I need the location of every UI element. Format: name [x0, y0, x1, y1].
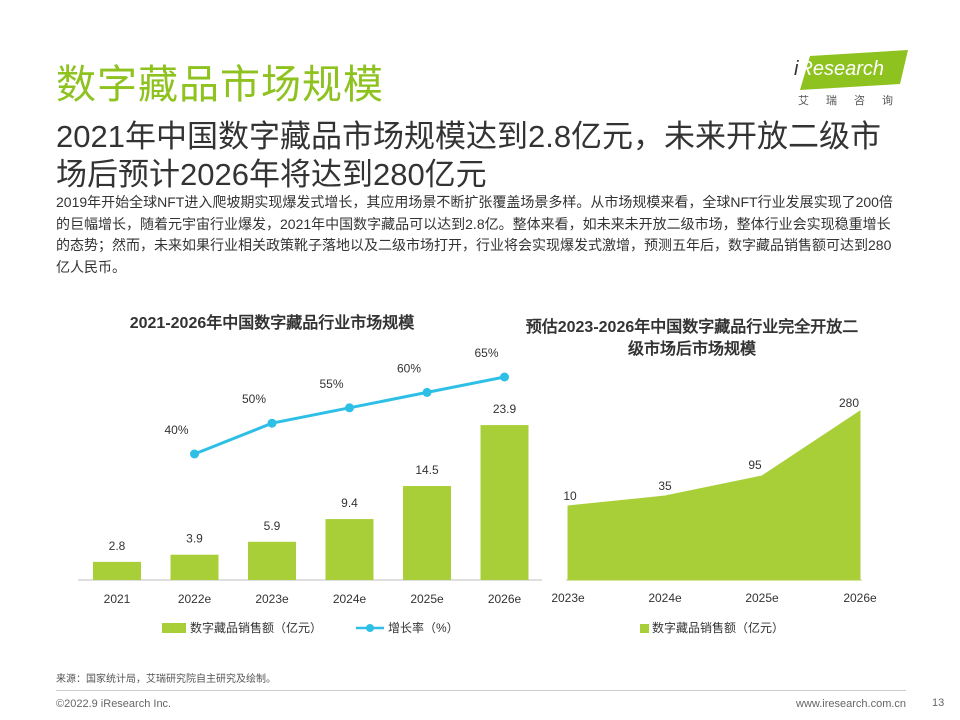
chart-1-legend-bar-label: 数字藏品销售额（亿元）	[190, 620, 322, 635]
bar-2024e	[325, 519, 374, 580]
footer-source: 来源：国家统计局，艾瑞研究院自主研究及绘制。	[56, 674, 276, 685]
area-label-2025e: 95	[748, 458, 762, 472]
chart-1-growth-line	[193, 375, 505, 456]
bar-2026e	[480, 425, 529, 580]
growth-label-2022e: 40%	[164, 423, 188, 437]
bar-label-2021: 2.8	[109, 539, 126, 553]
footer-divider	[56, 690, 906, 691]
x-tick-2025e: 2025e	[745, 591, 779, 605]
bar-label-2024e: 9.4	[341, 496, 358, 510]
x-tick-2023e: 2023e	[551, 591, 585, 605]
page-subtitle: 2021年中国数字藏品市场规模达到2.8亿元，未来开放二级市场后预计2026年将…	[56, 119, 882, 192]
page-description: 2019年开始全球NFT进入爬坡期实现爆发式增长，其应用场景不断扩张覆盖场景多样…	[56, 194, 893, 275]
chart-2-x-ticks: 2023e 2024e 2025e 2026e	[551, 591, 877, 605]
logo-shape	[800, 50, 908, 90]
chart-1-bar-labels: 2.8 3.9 5.9 9.4 14.5 23.9	[109, 402, 517, 553]
x-tick-2026e: 2026e	[488, 592, 522, 606]
chart-2-area	[567, 410, 861, 581]
growth-label-2023e: 50%	[242, 392, 266, 406]
logo-brand-i: i	[794, 58, 799, 80]
footer-page-number: 13	[932, 697, 945, 709]
bar-label-2026e: 23.9	[493, 402, 517, 416]
chart-1: 2021-2026年中国数字藏品行业市场规模 2.83.95.99.414.52…	[78, 313, 542, 635]
bar-label-2023e: 5.9	[264, 519, 281, 533]
x-tick-2024e: 2024e	[333, 592, 367, 606]
x-tick-2024e: 2024e	[648, 591, 682, 605]
area-label-2024e: 35	[658, 479, 672, 493]
x-tick-2023e: 2023e	[255, 592, 289, 606]
growth-point-2026e	[500, 372, 509, 382]
chart-1-legend-line-label: 增长率（%）	[388, 620, 459, 635]
chart-2-legend-label: 数字藏品销售额（亿元）	[652, 620, 784, 635]
growth-label-2024e: 55%	[319, 377, 343, 391]
chart-2-legend-swatch	[640, 624, 649, 633]
footer-url[interactable]: www.iresearch.com.cn	[796, 698, 907, 710]
chart-2-value-labels: 10 35 95 280	[563, 396, 859, 503]
logo-brand-rest: Research	[798, 58, 885, 80]
footer-copyright: ©2022.9 iResearch Inc.	[56, 698, 172, 710]
chart-2: 预估2023-2026年中国数字藏品行业完全开放二 级市场后市场规模 10 35 9…	[526, 317, 877, 635]
chart-1-growth-points	[190, 372, 509, 459]
x-tick-2025e: 2025e	[410, 592, 444, 606]
page-title: 数字藏品市场规模	[56, 63, 384, 107]
bar-2025e	[403, 486, 451, 580]
chart-1-bars	[93, 425, 529, 580]
chart-1-legend-bar-swatch	[162, 623, 186, 633]
growth-point-2022e	[190, 449, 199, 459]
chart-1-legend-line-marker	[366, 624, 374, 632]
x-tick-2026e: 2026e	[843, 591, 877, 605]
area-label-2026e: 280	[839, 396, 859, 410]
x-tick-2022e: 2022e	[178, 592, 212, 606]
chart-2-legend: 数字藏品销售额（亿元）	[640, 620, 784, 635]
growth-label-2025e: 60%	[397, 361, 421, 375]
chart-1-title: 2021-2026年中国数字藏品行业市场规模	[130, 313, 416, 332]
logo-wordmark: iResearch	[794, 58, 884, 81]
growth-point-2023e	[267, 418, 277, 428]
bar-2023e	[248, 541, 296, 580]
growth-point-2025e	[422, 387, 432, 397]
bar-2022e	[170, 554, 219, 580]
chart-2-title-line-1: 预估2023-2026年中国数字藏品行业完全开放二	[526, 317, 859, 336]
chart-1-legend: 数字藏品销售额（亿元） 增长率（%）	[162, 620, 459, 635]
area-label-2023e: 10	[563, 489, 577, 503]
chart-2-title-line-2: 级市场后市场规模	[628, 339, 757, 358]
bar-label-2025e: 14.5	[415, 463, 439, 477]
chart-1-x-ticks: 2021 2022e 2023e 2024e 2025e 2026e	[104, 592, 522, 606]
growth-point-2024e	[345, 403, 354, 413]
x-tick-2021: 2021	[104, 592, 131, 606]
logo-cn-text: 艾瑞咨询	[798, 95, 910, 107]
bar-2021	[93, 561, 141, 580]
growth-label-2026e: 65%	[474, 346, 498, 360]
iresearch-logo: iResearch 艾瑞咨询	[790, 50, 912, 107]
bar-label-2022e: 3.9	[186, 532, 203, 546]
chart-1-growth-labels: 40% 50% 55% 60% 65%	[164, 346, 498, 437]
